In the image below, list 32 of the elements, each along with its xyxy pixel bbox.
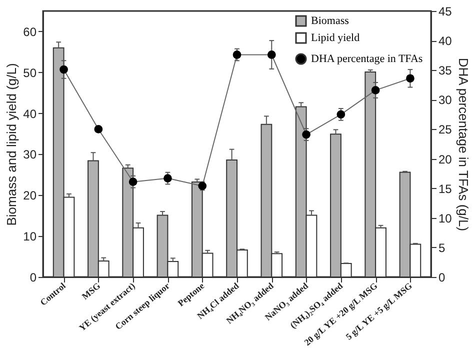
point	[267, 50, 276, 59]
point	[406, 74, 414, 83]
y2-tick-label: 15	[438, 182, 452, 196]
point	[164, 174, 172, 182]
y-tick-label: 0	[30, 270, 37, 284]
y2-tick-label: 30	[438, 93, 452, 108]
point	[232, 50, 242, 59]
legend-label: Lipid yield	[311, 32, 360, 44]
point	[128, 178, 138, 186]
legend-label: Biomass	[311, 15, 349, 27]
y-tick-label: 50	[23, 66, 37, 80]
point	[371, 86, 380, 94]
y-tick-label: 20	[23, 188, 37, 203]
y2-tick-label: 35	[438, 64, 452, 78]
y2-tick-label: 40	[438, 34, 452, 48]
y2-tick-label: 25	[438, 122, 452, 137]
y2-tick-label: 45	[438, 4, 452, 18]
legend-label: DHA percentage in TFAs	[311, 53, 423, 65]
y2-tick-label: 0	[438, 270, 446, 284]
point	[94, 125, 103, 134]
y2-tick-label: 20	[438, 152, 452, 166]
y-tick-label: 30	[23, 148, 37, 162]
y2-tick-label: 10	[438, 211, 452, 226]
point	[336, 110, 346, 119]
point	[302, 130, 310, 139]
point	[60, 65, 68, 74]
y-tick-label: 40	[23, 106, 37, 121]
y-tick-label: 60	[23, 24, 37, 39]
y2-tick-label: 5	[438, 240, 446, 255]
y-axis-title: Biomass and lipid yield (g/L)	[4, 63, 20, 226]
y-tick-label: 10	[23, 230, 37, 244]
y2-axis-title: DHA percentage in TFAs (g/L)	[456, 58, 471, 232]
